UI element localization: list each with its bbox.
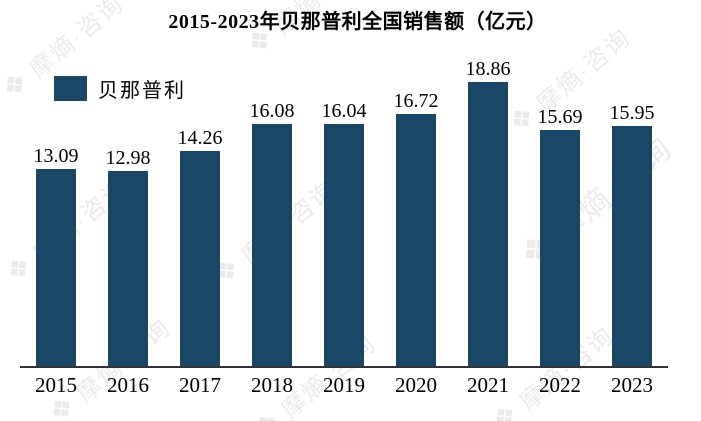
- bar-value-label: 14.26: [177, 127, 223, 149]
- x-axis-line: [20, 366, 668, 368]
- bar-value-label: 18.86: [465, 58, 511, 80]
- bar-value-label: 12.98: [105, 147, 151, 169]
- bar-column: 15.69: [524, 46, 596, 366]
- bar: [324, 124, 364, 366]
- bar: [612, 126, 652, 366]
- bar-value-label: 16.08: [249, 100, 295, 122]
- bar-value-label: 16.04: [321, 100, 367, 122]
- legend-swatch: [54, 76, 87, 101]
- x-axis-tick-label: 2023: [611, 373, 653, 397]
- bar-column: 12.98: [92, 46, 164, 366]
- bar: [180, 151, 220, 366]
- bar-column: 13.09: [20, 46, 92, 366]
- x-axis-tick-label: 2017: [179, 373, 221, 397]
- bar-column: 18.86: [452, 46, 524, 366]
- x-axis-tick-label: 2021: [467, 373, 509, 397]
- bar: [252, 124, 292, 366]
- bar: [540, 130, 580, 366]
- bar: [396, 114, 436, 366]
- bar-column: 14.26: [164, 46, 236, 366]
- bar-value-label: 15.95: [609, 102, 655, 124]
- x-axis-tick-label: 2016: [107, 373, 149, 397]
- bar: [468, 82, 508, 366]
- x-axis-tick-label: 2018: [251, 373, 293, 397]
- chart-title: 2015-2023年贝那普利全国销售额（亿元）: [168, 11, 547, 33]
- bar-column: 16.04: [308, 46, 380, 366]
- plot-area: 13.09 12.98 14.26 16.08 16.04 16.72 18.86 15.69…: [20, 46, 668, 366]
- bar-column: 16.08: [236, 46, 308, 366]
- bar-column: 15.95: [596, 46, 668, 366]
- bar: [36, 169, 76, 366]
- bar-value-label: 16.72: [393, 90, 439, 112]
- bar: [108, 171, 148, 366]
- bar-column: 16.72: [380, 46, 452, 366]
- legend: 贝那普利: [54, 74, 186, 103]
- x-axis-tick-label: 2022: [539, 373, 581, 397]
- x-axis-tick-label: 2020: [395, 373, 437, 397]
- bar-value-label: 15.69: [537, 106, 583, 128]
- legend-label: 贝那普利: [98, 80, 186, 102]
- x-axis-tick-label: 2019: [323, 373, 365, 397]
- x-axis-tick-label: 2015: [35, 373, 77, 397]
- bar-value-label: 13.09: [33, 145, 79, 167]
- x-axis-labels: 2015 2016 2017 2018 2019 2020 2021 2022 2023: [20, 373, 668, 398]
